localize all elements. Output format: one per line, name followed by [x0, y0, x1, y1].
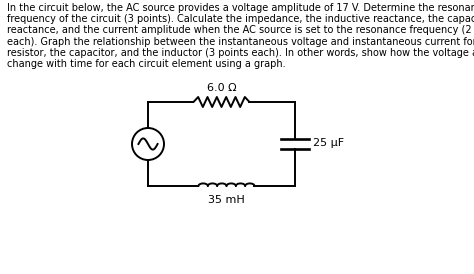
Text: each). Graph the relationship between the instantaneous voltage and instantaneou: each). Graph the relationship between th… — [7, 37, 474, 47]
Text: 25 μF: 25 μF — [313, 138, 344, 148]
Text: frequency of the circuit (3 points). Calculate the impedance, the inductive reac: frequency of the circuit (3 points). Cal… — [7, 14, 474, 24]
Text: 6.0 Ω: 6.0 Ω — [207, 83, 237, 93]
Text: resistor, the capacitor, and the inductor (3 points each). In other words, show : resistor, the capacitor, and the inducto… — [7, 48, 474, 58]
Text: reactance, and the current amplitude when the AC source is set to the resonance : reactance, and the current amplitude whe… — [7, 25, 474, 35]
Text: 35 mH: 35 mH — [208, 195, 245, 205]
Text: change with time for each circuit element using a graph.: change with time for each circuit elemen… — [7, 59, 286, 69]
Text: In the circuit below, the AC source provides a voltage amplitude of 17 V. Determ: In the circuit below, the AC source prov… — [7, 3, 474, 13]
